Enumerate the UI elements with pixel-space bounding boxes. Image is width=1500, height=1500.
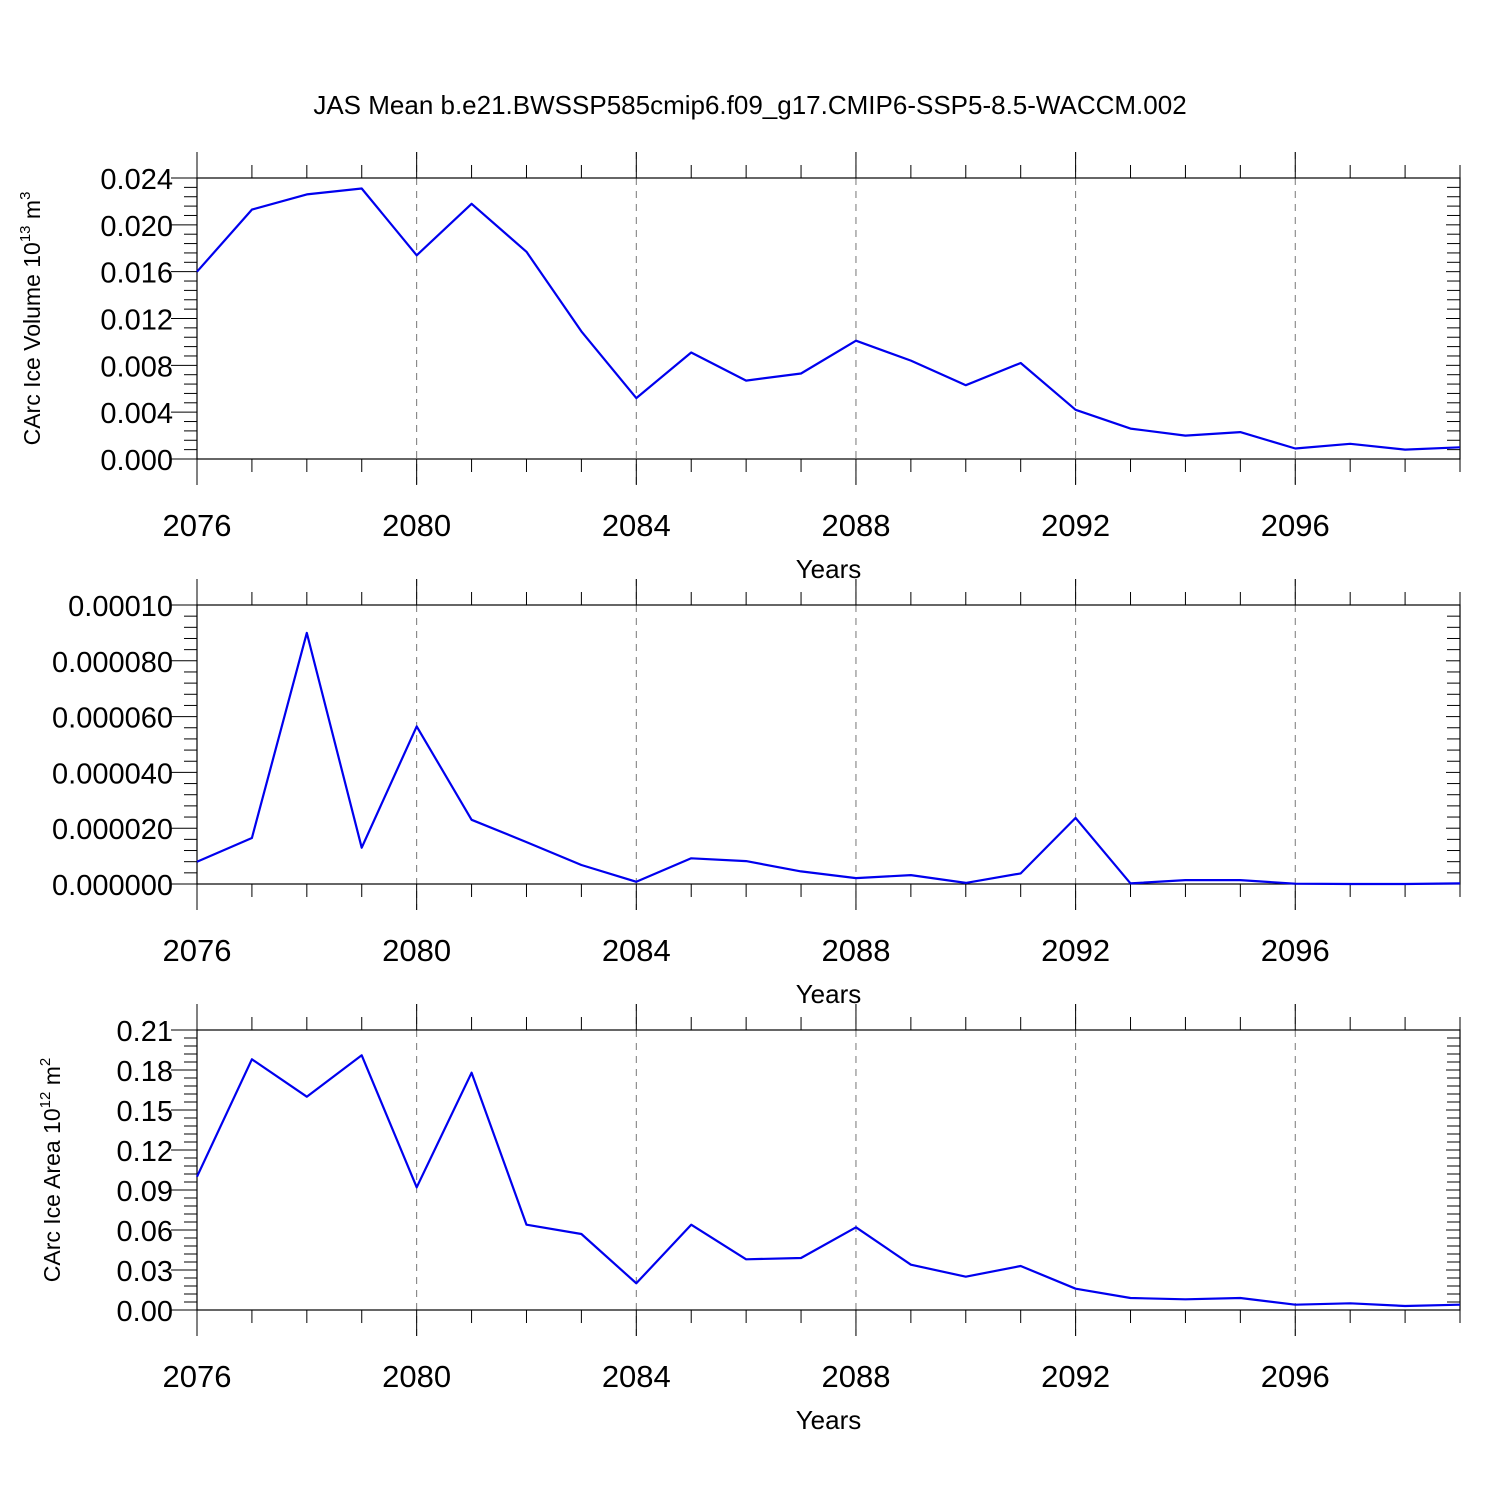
plot-frame [196, 1029, 1461, 1311]
plot-frame [196, 604, 1461, 885]
series-line-1 [196, 187, 1461, 451]
xtick-label: 2096 [1261, 508, 1330, 543]
x-axis-label: Years [796, 554, 862, 584]
y-axis-label: CArc Ice Volume 1013 m3 [17, 192, 45, 446]
ytick-label: 0.000040 [52, 758, 173, 790]
xtick-label: 2084 [602, 933, 671, 968]
chart-panels: 0.000 0.004 0.008 0.012 0.016 0.020 0.024 2076 2… [17, 152, 1461, 1435]
ytick-label: 0.020 [100, 211, 173, 243]
xtick-label: 2092 [1041, 1359, 1110, 1394]
xtick-label: 2084 [602, 1359, 671, 1394]
series-line-1 [196, 631, 1461, 886]
xtick-label: 2076 [163, 1359, 232, 1394]
y-axis-label: CArc Ice Area 1012 m2 [37, 1058, 65, 1282]
series-line-1 [196, 1054, 1461, 1308]
ytick-label: 0.016 [100, 258, 173, 290]
ytick-label: 0.004 [100, 398, 173, 430]
panel-3: 0.00 0.03 0.06 0.09 0.12 0.15 0.18 0.21 2076 2080… [37, 1004, 1461, 1435]
ytick-label: 0.15 [117, 1096, 173, 1128]
ytick-label: 0.09 [117, 1176, 173, 1208]
xtick-label: 2080 [382, 508, 451, 543]
ytick-label: 0.000000 [52, 870, 173, 902]
xtick-label: 2084 [602, 508, 671, 543]
panel-2: 0.000000 0.000020 0.000040 0.000060 0.000080… [52, 579, 1461, 1009]
xtick-label: 2092 [1041, 508, 1110, 543]
ytick-label: 0.21 [117, 1016, 173, 1048]
ytick-label: 0.024 [100, 164, 173, 196]
xtick-label: 2088 [821, 933, 890, 968]
ytick-label: 0.18 [117, 1056, 173, 1088]
xtick-label: 2096 [1261, 933, 1330, 968]
ytick-label: 0.03 [117, 1256, 173, 1288]
x-axis-label: Years [796, 979, 862, 1009]
xtick-label: 2080 [382, 1359, 451, 1394]
xtick-label: 2088 [821, 508, 890, 543]
xtick-label: 2096 [1261, 1359, 1330, 1394]
ytick-label: 0.000060 [52, 703, 173, 735]
ytick-label: 0.000020 [52, 814, 173, 846]
ytick-label: 0.000080 [52, 647, 173, 679]
panel-1: 0.000 0.004 0.008 0.012 0.016 0.020 0.024 2076 2… [17, 152, 1461, 584]
ytick-label: 0.00 [117, 1296, 173, 1328]
x-axis-label: Years [796, 1405, 862, 1435]
ytick-label: 0.12 [117, 1136, 173, 1168]
ytick-label: 0.06 [117, 1216, 173, 1248]
xtick-label: 2092 [1041, 933, 1110, 968]
xtick-label: 2076 [163, 933, 232, 968]
xtick-label: 2088 [821, 1359, 890, 1394]
ytick-label: 0.008 [100, 351, 173, 383]
xtick-label: 2080 [382, 933, 451, 968]
chart-title: JAS Mean b.e21.BWSSP585cmip6.f09_g17.CMI… [313, 90, 1186, 120]
xtick-label: 2076 [163, 508, 232, 543]
ytick-label: 0.00010 [68, 591, 173, 623]
ytick-label: 0.000 [100, 445, 173, 477]
ytick-label: 0.012 [100, 305, 173, 337]
